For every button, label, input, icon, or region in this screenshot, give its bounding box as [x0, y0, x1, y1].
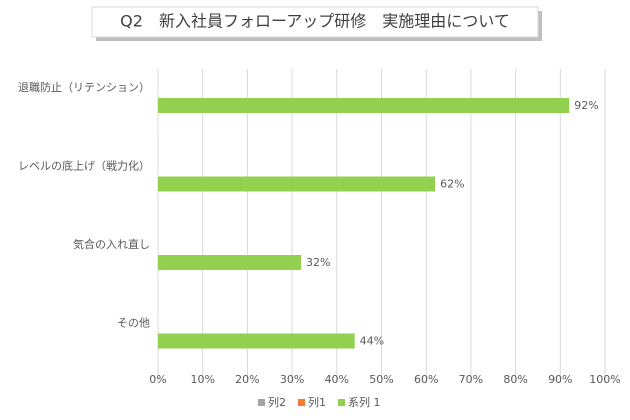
chart-title: Q2 新入社員フォローアップ研修 実施理由について	[120, 12, 510, 31]
x-tick-label: 20%	[235, 373, 259, 386]
x-tick-label: 10%	[190, 373, 214, 386]
x-tick-label: 40%	[325, 373, 349, 386]
bar	[158, 255, 302, 270]
bar	[158, 98, 570, 113]
legend-label: 系列 1	[348, 395, 381, 409]
data-label: 44%	[360, 335, 384, 348]
category-label: レベルの底上げ（戦力化）	[18, 159, 150, 173]
x-tick-label: 30%	[280, 373, 304, 386]
x-tick-label: 60%	[414, 373, 438, 386]
x-tick-label: 100%	[589, 373, 620, 386]
bar	[158, 176, 436, 192]
category-label: その他	[117, 317, 150, 330]
legend-swatch	[338, 399, 345, 406]
x-tick-label: 80%	[503, 373, 527, 386]
title-box	[91, 6, 539, 38]
legend-swatch	[298, 399, 305, 406]
data-label: 32%	[306, 256, 330, 269]
x-tick-label: 0%	[149, 373, 166, 386]
category-label: 退職防止（リテンション）	[18, 80, 150, 94]
data-label: 62%	[440, 178, 464, 191]
legend-label: 列2	[268, 395, 286, 409]
legend-swatch	[258, 399, 265, 406]
x-tick-label: 50%	[369, 373, 393, 386]
data-label: 92%	[574, 99, 598, 112]
legend-label: 列1	[308, 395, 326, 409]
x-tick-label: 90%	[548, 373, 572, 386]
category-label: 気合の入れ直し	[73, 237, 150, 251]
bar	[158, 333, 355, 349]
x-tick-label: 70%	[459, 373, 483, 386]
